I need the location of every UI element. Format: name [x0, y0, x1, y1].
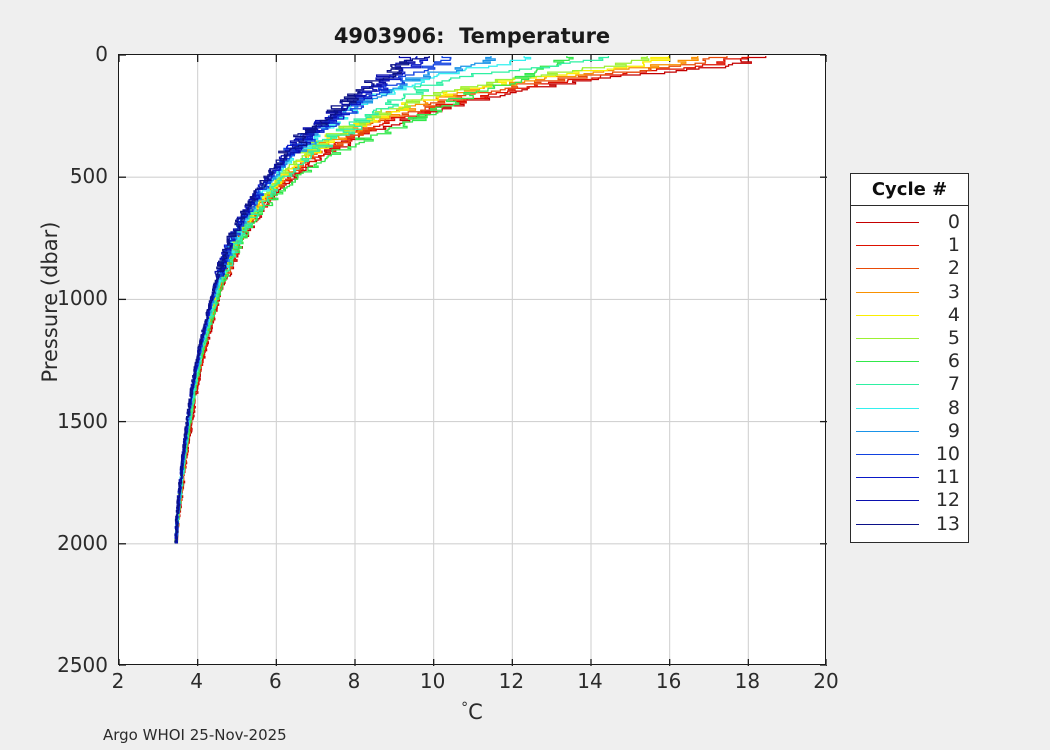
legend-item-cycle-11[interactable]: 11: [851, 466, 968, 489]
legend-item-label: 11: [935, 466, 960, 489]
footer-credit: Argo WHOI 25-Nov-2025: [103, 726, 287, 744]
legend-swatch-icon: [856, 453, 919, 455]
profile-plot-svg: [119, 55, 827, 666]
legend-item-label: 0: [947, 211, 960, 234]
legend-swatch-icon: [856, 500, 919, 502]
x-tick-label: 2: [111, 669, 125, 693]
legend-swatch-icon: [856, 430, 919, 432]
legend-items: 0 1 2 3 4 5 6 7 8 9 10 11 12 13: [851, 206, 968, 542]
legend-item-label: 4: [947, 303, 960, 326]
legend-item-label: 8: [947, 396, 960, 419]
legend-item-label: 13: [935, 512, 960, 535]
legend-swatch-icon: [856, 477, 919, 479]
legend-item-cycle-6[interactable]: 6: [851, 350, 968, 373]
y-tick-label: 1000: [57, 286, 108, 311]
tick-marks: [119, 55, 827, 666]
legend-swatch-icon: [856, 338, 919, 340]
plot-area: [118, 54, 827, 666]
y-tick-label: 0: [95, 42, 108, 66]
legend-swatch-icon: [856, 384, 919, 386]
legend-item-label: 6: [947, 350, 960, 373]
legend-swatch-icon: [856, 245, 919, 247]
page-title: 4903906: Temperature: [333, 24, 611, 48]
legend-item-cycle-4[interactable]: 4: [851, 304, 968, 327]
profile-line-cycle-12: [174, 55, 416, 544]
x-tick-label: 8: [347, 669, 361, 693]
legend-item-label: 3: [947, 280, 960, 303]
x-tick-label: 12: [498, 669, 525, 693]
legend-swatch-icon: [856, 361, 919, 363]
legend-item-label: 1: [947, 234, 960, 257]
legend-item-label: 12: [935, 489, 960, 512]
y-tick-label: 2000: [57, 530, 108, 555]
legend-item-cycle-10[interactable]: 10: [851, 443, 968, 466]
legend-item-cycle-12[interactable]: 12: [851, 489, 968, 512]
x-tick-label: 18: [734, 669, 761, 693]
legend: Cycle # 0 1 2 3 4 5 6 7 8 9 10 11 12 13: [850, 173, 969, 543]
legend-item-cycle-1[interactable]: 1: [851, 234, 968, 257]
legend-item-cycle-0[interactable]: 0: [851, 211, 968, 234]
legend-swatch-icon: [856, 407, 919, 409]
legend-item-label: 7: [947, 373, 960, 396]
legend-swatch-icon: [856, 523, 919, 525]
x-tick-label: 16: [655, 669, 682, 693]
legend-swatch-icon: [856, 314, 919, 316]
y-tick-label: 1500: [57, 408, 108, 433]
legend-item-cycle-8[interactable]: 8: [851, 397, 968, 420]
y-tick-label: 500: [69, 164, 108, 189]
x-tick-label: 4: [190, 669, 204, 693]
x-axis-unit: C: [468, 700, 483, 724]
x-tick-label: 20: [813, 669, 839, 693]
legend-swatch-icon: [856, 291, 919, 293]
legend-item-label: 9: [947, 419, 960, 442]
legend-item-cycle-2[interactable]: 2: [851, 257, 968, 280]
y-axis-label: Pressure (dbar): [38, 221, 62, 383]
grid-lines: [119, 55, 827, 666]
legend-item-cycle-13[interactable]: 13: [851, 512, 968, 535]
legend-item-label: 10: [935, 442, 960, 465]
x-tick-label: 10: [419, 669, 446, 693]
x-axis-label: °C: [118, 700, 826, 724]
legend-item-label: 2: [947, 257, 960, 280]
legend-item-cycle-9[interactable]: 9: [851, 420, 968, 443]
legend-item-cycle-5[interactable]: 5: [851, 327, 968, 350]
data-series-group: [174, 55, 767, 544]
legend-swatch-icon: [856, 222, 919, 224]
legend-item-cycle-7[interactable]: 7: [851, 373, 968, 396]
profile-line-cycle-13: [174, 55, 430, 544]
legend-title: Cycle #: [851, 174, 968, 206]
y-tick-label: 2500: [57, 653, 108, 677]
x-tick-label: 14: [577, 669, 603, 693]
x-tick-label: 6: [268, 669, 282, 693]
legend-item-cycle-3[interactable]: 3: [851, 281, 968, 304]
degree-symbol: °: [461, 700, 469, 716]
profile-line-cycle-7: [174, 55, 610, 544]
legend-swatch-icon: [856, 268, 919, 270]
legend-item-label: 5: [947, 327, 960, 350]
